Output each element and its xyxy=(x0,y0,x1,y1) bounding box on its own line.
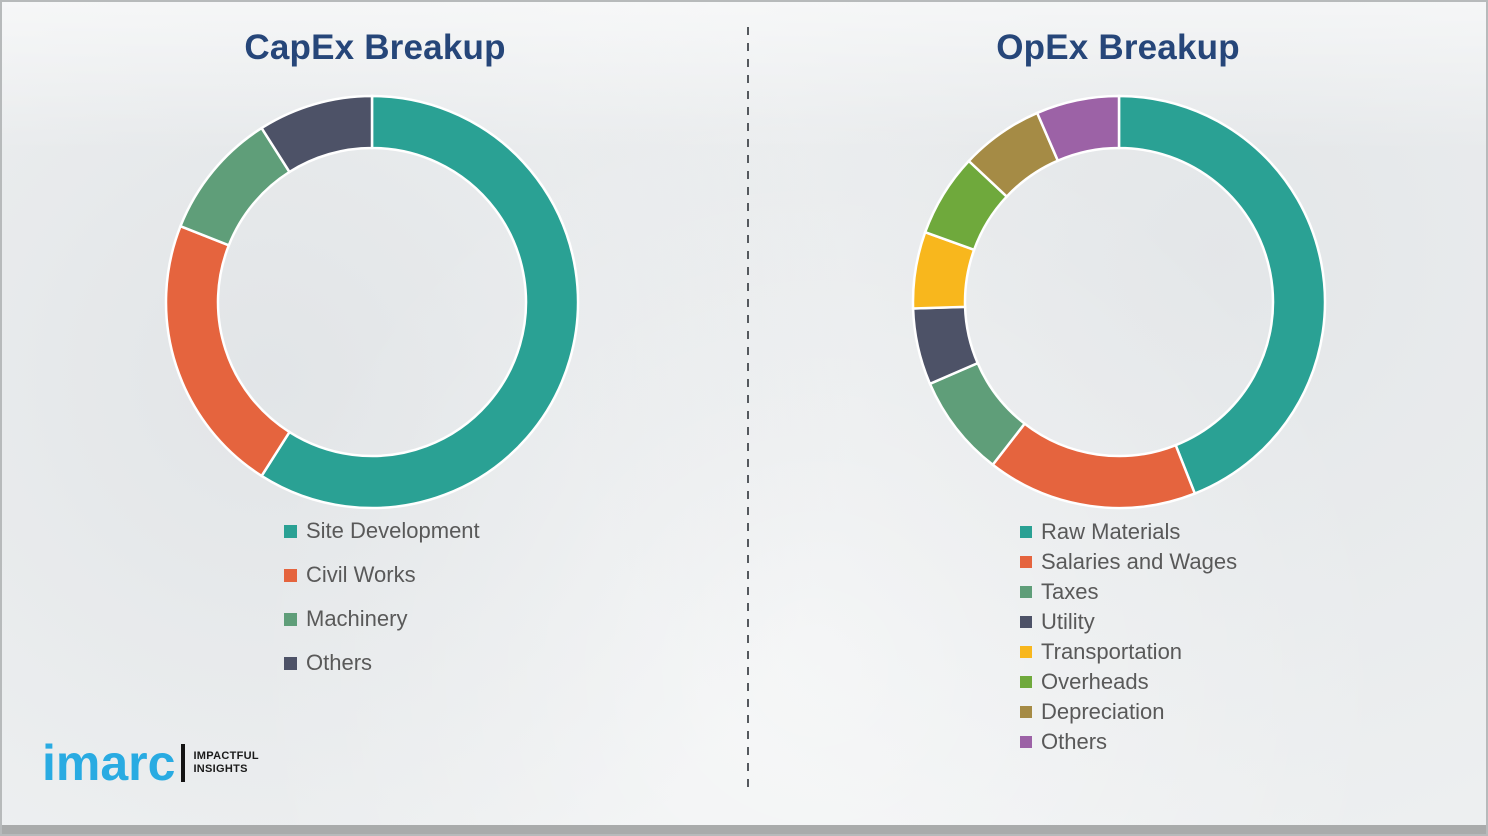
bottom-edge-strip xyxy=(2,825,1486,834)
legend-label: Transportation xyxy=(1041,639,1183,664)
donut-segment-site-development xyxy=(259,94,580,510)
opex-title: OpEx Breakup xyxy=(996,28,1240,67)
opex-legend: Raw Materials Salaries and Wages Taxes Util… xyxy=(1020,517,1237,757)
logo-tagline-line2: INSIGHTS xyxy=(193,763,248,775)
legend-label: Others xyxy=(1041,729,1108,754)
imarc-wordmark: imarc xyxy=(42,735,176,791)
imarc-logo: imarc IMPACTFUL INSIGHTS xyxy=(42,735,259,791)
legend-swatch xyxy=(1020,586,1032,598)
legend-item: Depreciation xyxy=(1020,697,1237,727)
opex-donut-chart xyxy=(911,94,1327,510)
legend-item: Salaries and Wages xyxy=(1020,547,1237,577)
legend-item: Machinery xyxy=(284,597,480,641)
capex-legend: Site Development Civil Works Machinery Othe… xyxy=(284,509,480,685)
donut-segment-raw-materials xyxy=(1117,94,1327,496)
legend-item: Overheads xyxy=(1020,667,1237,697)
legend-label: Overheads xyxy=(1041,669,1149,694)
legend-item: Civil Works xyxy=(284,553,480,597)
legend-swatch xyxy=(1020,736,1032,748)
donut-segment-others xyxy=(259,94,374,174)
logo-divider-bar xyxy=(181,744,186,782)
legend-item: Site Development xyxy=(284,509,480,553)
legend-label: Raw Materials xyxy=(1041,519,1181,544)
legend-label: Civil Works xyxy=(306,562,416,587)
legend-item: Taxes xyxy=(1020,577,1237,607)
legend-item: Utility xyxy=(1020,607,1237,637)
logo-tagline-line1: IMPACTFUL xyxy=(193,750,259,762)
donut-segment-salaries-and-wages xyxy=(990,421,1197,510)
legend-swatch xyxy=(284,612,297,626)
donut-segment-others xyxy=(1035,94,1121,163)
legend-label: Site Development xyxy=(306,518,480,543)
donut-segment-civil-works xyxy=(164,224,292,478)
logo-tagline: IMPACTFUL INSIGHTS xyxy=(193,750,258,776)
legend-label: Utility xyxy=(1041,609,1095,634)
legend-swatch xyxy=(1020,556,1032,568)
capex-title: CapEx Breakup xyxy=(244,28,506,67)
legend-swatch xyxy=(284,568,297,582)
capex-donut-chart xyxy=(164,94,580,510)
legend-item: Transportation xyxy=(1020,637,1237,667)
legend-swatch xyxy=(1020,706,1032,718)
legend-swatch xyxy=(1020,526,1032,538)
legend-item: Raw Materials xyxy=(1020,517,1237,547)
legend-item: Others xyxy=(1020,727,1237,757)
legend-swatch xyxy=(1020,676,1032,688)
legend-swatch xyxy=(1020,616,1032,628)
legend-label: Depreciation xyxy=(1041,699,1165,724)
legend-swatch xyxy=(284,656,297,670)
legend-label: Others xyxy=(306,650,373,675)
panel-divider xyxy=(747,27,749,793)
legend-swatch xyxy=(284,524,297,538)
legend-label: Taxes xyxy=(1041,579,1099,604)
legend-item: Others xyxy=(284,641,480,685)
legend-label: Machinery xyxy=(306,606,408,631)
legend-label: Salaries and Wages xyxy=(1041,549,1238,574)
legend-swatch xyxy=(1020,646,1032,658)
